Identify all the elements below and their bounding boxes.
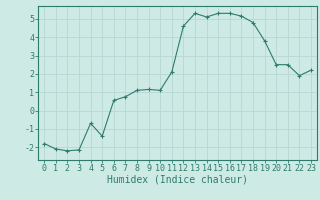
X-axis label: Humidex (Indice chaleur): Humidex (Indice chaleur) — [107, 175, 248, 185]
